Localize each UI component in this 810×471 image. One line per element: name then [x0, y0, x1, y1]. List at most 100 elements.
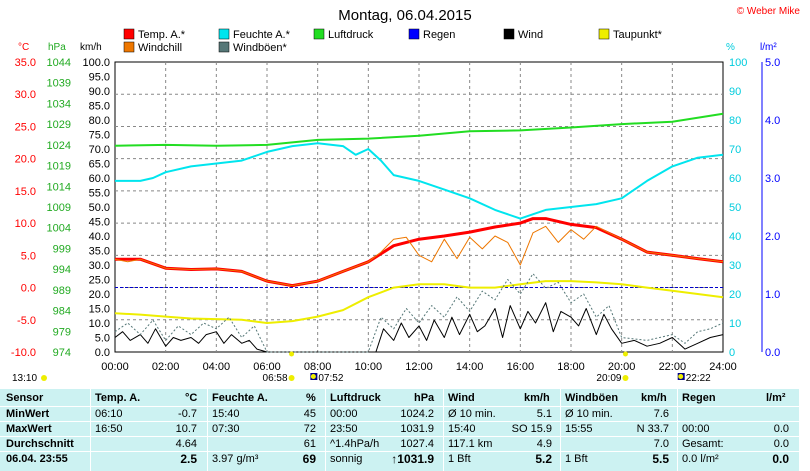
col-divider — [443, 388, 444, 471]
y-tick-wind: 55.0 — [89, 188, 110, 200]
legend-swatch — [313, 28, 325, 40]
cell-time: 16:50 — [95, 423, 123, 435]
row-label: 06.04. 23:55 — [6, 453, 68, 465]
header-wind: Wind — [448, 392, 475, 404]
sunrise-time: 06:58 — [263, 373, 288, 384]
row-label: Durchschnitt — [6, 438, 74, 450]
sunset-icon — [622, 375, 629, 381]
cell-value: 72 — [303, 423, 316, 435]
cell-time: 00:00 — [330, 408, 358, 420]
header-hum-unit: % — [306, 392, 316, 404]
row-divider — [0, 436, 799, 437]
cell-time: 00:00 — [682, 423, 710, 435]
y-tick-humidity: 10 — [729, 318, 741, 330]
series-line-taupunkt- — [114, 280, 724, 324]
cell-value: 1031.9 — [400, 423, 434, 435]
y-tick-wind: 60.0 — [89, 173, 110, 185]
sunset-icon — [622, 351, 628, 357]
unit-pressure: hPa — [48, 42, 66, 53]
y-tick-rain: 5.0 — [765, 57, 780, 69]
y-tick-pressure: 1034 — [47, 98, 71, 110]
col-divider — [677, 388, 678, 471]
legend-swatch — [218, 28, 230, 40]
col-divider — [90, 388, 91, 471]
cell-value: 0.0 — [773, 438, 789, 450]
legend-swatch — [123, 41, 135, 53]
legend-label: Luftdruck — [328, 29, 374, 41]
y-tick-pressure: 974 — [53, 347, 71, 359]
header-gust-unit: km/h — [641, 392, 667, 404]
y-tick-temp: 20.0 — [15, 154, 36, 166]
y-tick-rain: 4.0 — [765, 115, 780, 127]
header-wind-unit: km/h — [524, 392, 550, 404]
cell-time: 1 Bft — [565, 453, 588, 465]
y-tick-wind: 0.0 — [95, 347, 110, 359]
y-tick-temp: -10.0 — [11, 347, 36, 359]
x-tick-label: 06:00 — [253, 361, 281, 373]
y-tick-wind: 40.0 — [89, 231, 110, 243]
legend-swatch — [218, 41, 230, 53]
legend-label: Windböen* — [233, 42, 288, 54]
col-divider — [207, 388, 208, 471]
x-tick-label: 02:00 — [152, 361, 180, 373]
y-tick-rain: 0.0 — [765, 347, 780, 359]
cell-value: 7.6 — [653, 408, 669, 420]
cell-time: Ø 10 min. — [448, 408, 496, 420]
x-tick-label: 22:00 — [659, 361, 687, 373]
y-tick-temp: 0.0 — [21, 283, 36, 295]
y-tick-rain: 2.0 — [765, 231, 780, 243]
header-rain-unit: l/m² — [766, 392, 786, 404]
y-tick-pressure: 989 — [53, 285, 71, 297]
x-tick-label: 16:00 — [507, 361, 535, 373]
legend-swatch — [598, 28, 610, 40]
grid — [115, 62, 723, 352]
y-tick-pressure: 1024 — [47, 140, 71, 152]
cell-value: 61 — [303, 438, 316, 450]
cell-value: 0.0 — [772, 452, 789, 466]
x-tick-label: 08:00 — [304, 361, 332, 373]
x-tick-label: 04:00 — [203, 361, 231, 373]
y-tick-wind: 15.0 — [89, 304, 110, 316]
row-label: MaxWert — [6, 423, 52, 435]
cell-time: 15:40 — [448, 423, 476, 435]
y-tick-pressure: 1029 — [47, 119, 71, 131]
y-tick-humidity: 70 — [729, 144, 741, 156]
y-tick-wind: 90.0 — [89, 86, 110, 98]
y-tick-temp: -5.0 — [17, 315, 36, 327]
y-tick-rain: 3.0 — [765, 173, 780, 185]
legend-swatch — [408, 28, 420, 40]
cell-value: 69 — [302, 452, 316, 466]
cell-time: 07:30 — [212, 423, 240, 435]
sunrise-icon — [289, 351, 295, 357]
cell-value: 0.0 — [773, 423, 789, 435]
y-tick-pressure: 994 — [53, 264, 71, 276]
y-tick-temp: 15.0 — [15, 186, 36, 198]
cell-value: -0.7 — [178, 408, 197, 420]
header-press-unit: hPa — [414, 392, 435, 404]
y-tick-pressure: 1009 — [47, 202, 71, 214]
y-tick-pressure: 1014 — [47, 181, 71, 193]
y-tick-humidity: 40 — [729, 231, 741, 243]
cell-time: Ø 10 min. — [565, 408, 613, 420]
cell-time: 15:40 — [212, 408, 240, 420]
sun-icon — [41, 375, 47, 381]
moonset-time: 07:52 — [318, 373, 343, 384]
legend-swatch — [503, 28, 515, 40]
y-tick-pressure: 1039 — [47, 78, 71, 90]
header-press: Luftdruck — [330, 392, 381, 404]
legend-label: Taupunkt* — [613, 29, 663, 41]
y-tick-humidity: 30 — [729, 260, 741, 272]
series-layer — [114, 112, 724, 353]
x-tick-label: 20:00 — [608, 361, 636, 373]
row-divider — [0, 451, 799, 452]
series-line-wind — [114, 302, 724, 353]
y-tick-humidity: 20 — [729, 289, 741, 301]
legend-swatch — [123, 28, 135, 40]
moonrise-time: 22:22 — [686, 373, 711, 384]
col-divider — [325, 388, 326, 471]
y-tick-wind: 45.0 — [89, 217, 110, 229]
cell-time: Gesamt: — [682, 438, 724, 450]
cell-value: 45 — [303, 408, 316, 420]
current-time: 13:10 — [12, 373, 37, 384]
x-tick-label: 12:00 — [405, 361, 433, 373]
